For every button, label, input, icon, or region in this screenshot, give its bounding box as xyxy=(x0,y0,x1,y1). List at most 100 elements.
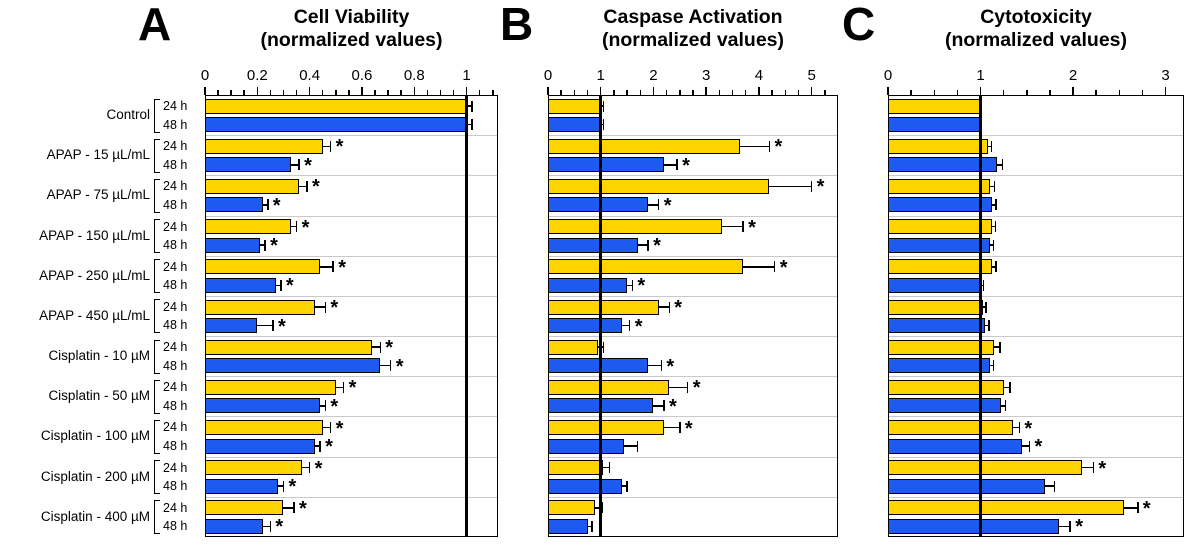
axis-major-tick xyxy=(308,87,311,95)
error-bar xyxy=(722,225,744,228)
error-bar-cap xyxy=(995,199,997,211)
axis-major-tick xyxy=(705,87,707,95)
axis-tick-label: 0.2 xyxy=(246,67,268,84)
group-bracket xyxy=(154,138,160,173)
bar-24h xyxy=(205,379,336,395)
significance-star: * xyxy=(385,337,394,360)
bar-48h xyxy=(205,398,321,414)
error-bar-cap xyxy=(319,440,321,452)
error-bar-cap xyxy=(591,520,593,532)
axis-minor-tick xyxy=(230,90,232,95)
error-bar-cap xyxy=(628,320,631,331)
axis-minor-tick xyxy=(718,90,721,95)
panel-title-line2: (normalized values) xyxy=(601,29,785,51)
axis-tick-label: 1 xyxy=(596,67,605,84)
bar-24h xyxy=(888,420,1013,436)
axis-minor-tick xyxy=(692,90,694,95)
plot-area xyxy=(888,95,1184,537)
group-bracket xyxy=(154,379,160,414)
gridline xyxy=(889,135,1183,137)
bar-24h xyxy=(888,259,992,275)
error-bar-cap xyxy=(295,221,298,233)
error-bar xyxy=(603,466,610,469)
gridline xyxy=(206,496,497,498)
bar-48h xyxy=(888,117,981,133)
bar-24h xyxy=(548,178,770,194)
series-label: 48 h xyxy=(163,278,188,293)
error-bar xyxy=(621,485,628,487)
axis-major-tick xyxy=(256,87,259,95)
significance-star: * xyxy=(338,256,346,279)
bar-24h xyxy=(205,420,323,436)
error-bar xyxy=(743,266,775,268)
axis-major-tick xyxy=(887,87,889,95)
error-bar-cap xyxy=(324,301,327,313)
gridline xyxy=(889,336,1183,338)
error-bar xyxy=(1082,466,1094,469)
significance-star: * xyxy=(314,457,323,480)
group-bracket xyxy=(154,500,160,535)
series-label: 24 h xyxy=(163,340,188,355)
series-label: 48 h xyxy=(163,519,188,534)
axis-tick-label: 3 xyxy=(1161,67,1170,84)
axis-minor-tick xyxy=(400,90,402,95)
bar-24h xyxy=(205,259,321,275)
axis-major-tick xyxy=(652,87,655,95)
error-bar xyxy=(587,525,592,528)
gridline xyxy=(549,416,837,418)
error-bar-cap xyxy=(988,320,990,331)
bar-24h xyxy=(548,379,670,395)
axis-tick-label: 0 xyxy=(200,67,210,84)
error-bar xyxy=(595,507,602,509)
bar-24h xyxy=(888,299,984,315)
bar-24h xyxy=(205,98,467,114)
series-label: 24 h xyxy=(163,219,188,234)
error-bar-cap xyxy=(1018,422,1021,434)
error-bar-cap xyxy=(389,360,392,372)
error-bar xyxy=(664,426,680,429)
gridline xyxy=(549,215,837,217)
bar-48h xyxy=(205,318,258,333)
error-bar-cap xyxy=(471,119,473,131)
error-bar xyxy=(980,284,984,287)
error-bar xyxy=(262,204,268,206)
significance-star: * xyxy=(1075,516,1084,539)
significance-star: * xyxy=(669,395,677,418)
panel-title-line1: Cell Viability xyxy=(293,6,410,28)
bar-24h xyxy=(548,98,601,114)
error-bar-cap xyxy=(1004,400,1007,412)
significance-star: * xyxy=(653,235,661,258)
error-bar-cap xyxy=(810,180,813,192)
significance-star: * xyxy=(395,355,404,378)
axis-minor-tick xyxy=(824,90,826,95)
series-label: 24 h xyxy=(163,179,188,194)
error-bar xyxy=(1059,525,1071,528)
error-bar xyxy=(1022,445,1030,447)
axis-tick-label: 4 xyxy=(754,67,764,84)
error-bar-cap xyxy=(269,520,272,532)
error-bar-cap xyxy=(298,159,300,171)
series-label: 48 h xyxy=(163,479,188,494)
series-label: 24 h xyxy=(163,500,188,515)
series-label: 24 h xyxy=(163,259,188,274)
gridline xyxy=(889,255,1183,257)
error-bar-cap xyxy=(773,261,776,273)
panel-title-line1: Caspase Activation xyxy=(603,6,783,28)
bar-24h xyxy=(888,339,995,355)
axis-tick-label: 0 xyxy=(883,67,893,84)
reference-line xyxy=(599,95,602,537)
gridline xyxy=(889,175,1183,177)
bar-24h xyxy=(888,178,990,194)
bar-24h xyxy=(548,299,659,315)
error-bar xyxy=(637,244,649,246)
bar-24h xyxy=(888,219,992,235)
error-bar-cap xyxy=(626,480,628,492)
significance-star: * xyxy=(692,377,701,400)
error-bar-cap xyxy=(1069,520,1071,532)
axis-minor-tick xyxy=(910,90,912,95)
bar-24h xyxy=(888,500,1124,516)
error-bar xyxy=(466,105,472,107)
group-label: APAP - 450 µL/mL xyxy=(39,307,150,323)
error-bar xyxy=(991,204,997,206)
